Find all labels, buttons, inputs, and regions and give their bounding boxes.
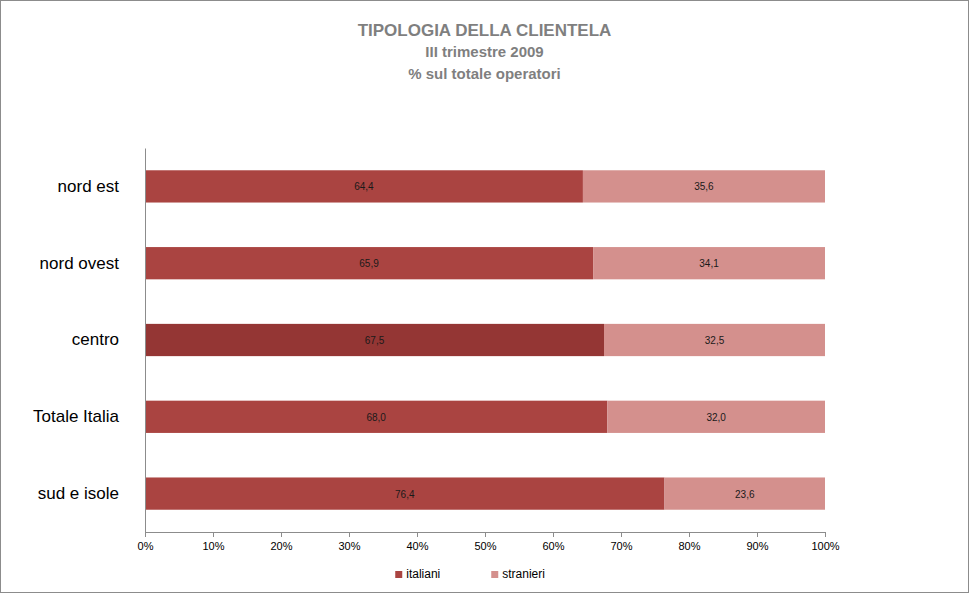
chart-title: TIPOLOGIA DELLA CLIENTELA: [358, 21, 612, 40]
x-tick: 80%: [678, 532, 700, 552]
x-tick: 20%: [270, 532, 292, 552]
bar: [607, 401, 825, 433]
bar: [604, 324, 825, 356]
legend-swatch: [491, 571, 498, 578]
chart-container: TIPOLOGIA DELLA CLIENTELA III trimestre 2…: [0, 0, 969, 593]
y-tick-label: nord est: [58, 177, 120, 196]
bar: [145, 170, 583, 202]
y-tick: nord ovest: [40, 254, 145, 273]
data-label: 23,6: [735, 489, 755, 500]
x-tick-label: 60%: [542, 540, 564, 552]
data-label: 64,4: [354, 181, 374, 192]
x-tick-mark: [757, 532, 758, 537]
y-tick: nord est: [58, 177, 145, 196]
x-tick-label: 90%: [746, 540, 768, 552]
x-tick-label: 80%: [678, 540, 700, 552]
bar: [145, 401, 607, 433]
legend-item: stranieri: [491, 567, 545, 581]
x-tick-mark: [485, 532, 486, 537]
data-labels: 64,4 65,9 67,5 68,0 76,4 35,6 34,1 32,5 32,0 23,6: [354, 181, 755, 499]
data-label: 35,6: [694, 181, 714, 192]
legend-swatch: [395, 571, 402, 578]
legend-label: stranieri: [502, 567, 545, 581]
x-tick-label: 70%: [610, 540, 632, 552]
bars: [145, 170, 825, 509]
x-tick-mark: [553, 532, 554, 537]
y-tick: centro: [72, 330, 145, 349]
y-tick: Totale Italia: [33, 407, 145, 426]
x-tick: 10%: [202, 532, 224, 552]
x-tick-mark: [417, 532, 418, 537]
legend-item: italiani: [395, 567, 440, 581]
x-tick: 100%: [811, 532, 839, 552]
bar: [593, 247, 825, 279]
chart-subtitle: % sul totale operatori: [408, 65, 561, 82]
bar: [145, 324, 604, 356]
y-tick-label: nord ovest: [40, 254, 120, 273]
x-tick-mark: [689, 532, 690, 537]
x-tick-mark: [825, 532, 826, 537]
x-tick: 50%: [474, 532, 496, 552]
x-tick: 40%: [406, 532, 428, 552]
data-label: 65,9: [359, 258, 379, 269]
x-tick: 90%: [746, 532, 768, 552]
bar: [583, 170, 825, 202]
x-tick-label: 20%: [270, 540, 292, 552]
data-label: 32,0: [706, 412, 726, 423]
data-label: 32,5: [705, 335, 725, 346]
x-tick: 30%: [338, 532, 360, 552]
x-tick-label: 10%: [202, 540, 224, 552]
y-tick-label: centro: [72, 330, 119, 349]
y-axis-line: [145, 149, 146, 533]
data-label: 68,0: [366, 412, 386, 423]
x-tick-label: 40%: [406, 540, 428, 552]
data-label: 34,1: [699, 258, 719, 269]
y-tick-label: sud e isole: [38, 484, 119, 503]
x-tick: 70%: [610, 532, 632, 552]
y-tick-label: Totale Italia: [33, 407, 120, 426]
data-label: 67,5: [365, 335, 385, 346]
x-tick-label: 0%: [138, 540, 154, 552]
x-tick-label: 50%: [474, 540, 496, 552]
x-axis: 0% 10% 20% 30% 40% 50% 60% 70% 80% 90% 100%: [138, 532, 840, 552]
x-tick-mark: [281, 532, 282, 537]
x-tick-mark: [213, 532, 214, 537]
y-axis: nord est nord ovest centro Totale Italia sud…: [33, 149, 146, 533]
y-tick: sud e isole: [38, 484, 145, 503]
x-tick-mark: [349, 532, 350, 537]
bar: [145, 477, 665, 509]
chart-svg: TIPOLOGIA DELLA CLIENTELA III trimestre 2…: [0, 0, 969, 593]
data-label: 76,4: [395, 489, 415, 500]
bar: [145, 247, 593, 279]
legend-label: italiani: [406, 567, 440, 581]
x-tick-mark: [145, 532, 146, 537]
chart-subtitle: III trimestre 2009: [425, 43, 543, 60]
x-tick-mark: [621, 532, 622, 537]
chart-border: [1, 1, 969, 593]
x-tick: 60%: [542, 532, 564, 552]
x-tick: 0%: [138, 532, 154, 552]
legend: italiani stranieri: [395, 567, 545, 581]
bar: [665, 477, 825, 509]
x-tick-label: 100%: [811, 540, 839, 552]
x-tick-label: 30%: [338, 540, 360, 552]
